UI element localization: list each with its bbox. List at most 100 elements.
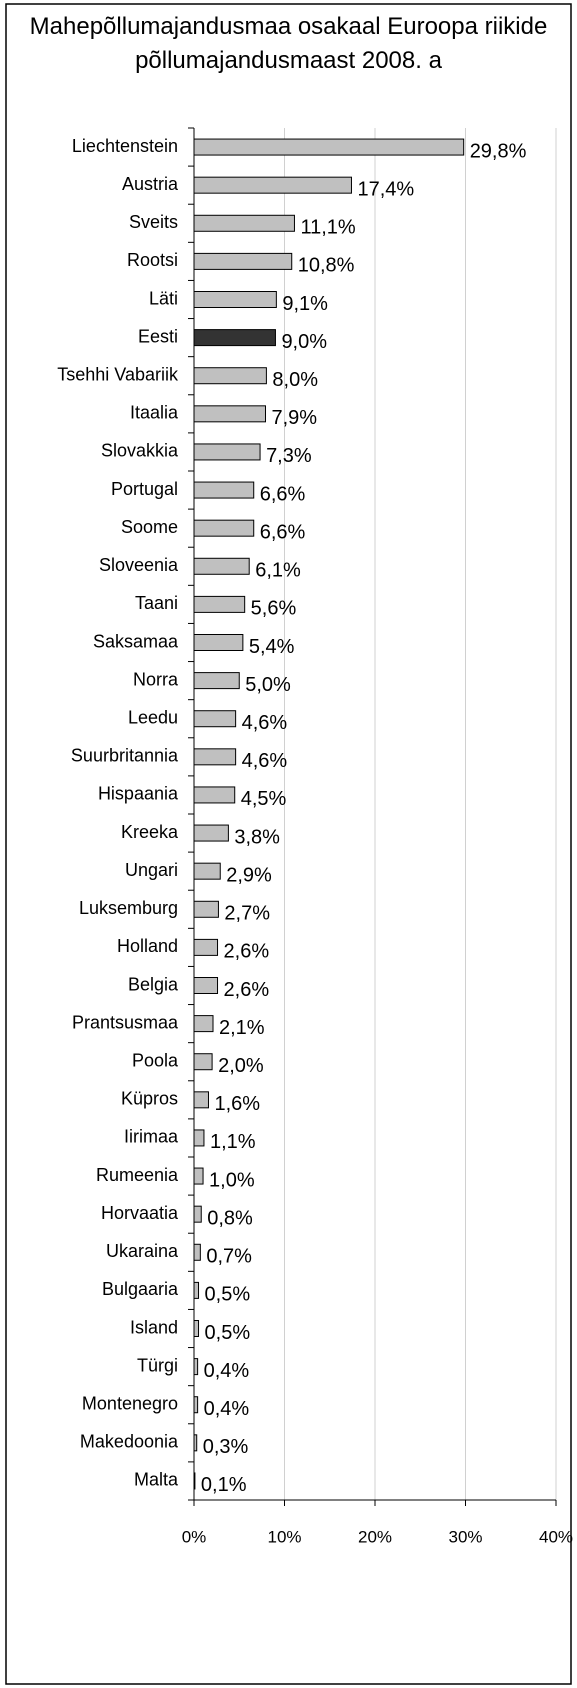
bar [193,1396,199,1414]
y-tick-label: Kreeka [121,822,179,842]
y-tick-label: Austria [122,174,179,194]
y-tick-label: Iirimaa [124,1127,179,1147]
bar [193,900,219,918]
value-label: 10,8% [298,255,355,277]
y-tick-label: Sveits [129,212,178,232]
bar [193,176,352,194]
bar [193,405,266,423]
y-tick-label: Suurbritannia [71,746,179,766]
y-tick-label: Liechtenstein [72,136,178,156]
y-tick-label: Island [130,1317,178,1337]
value-label: 0,1% [201,1474,247,1496]
bar [193,1358,199,1376]
title-box: Mahepõllumajandusmaa osakaal Euroopa rii… [29,13,548,74]
x-tick-label: 0% [182,1527,207,1546]
bar [193,1205,202,1223]
bar [193,710,237,728]
x-tick-label: 40% [539,1527,573,1546]
bar [193,291,277,308]
bar [193,252,293,270]
value-label: 6,1% [255,560,301,582]
value-label: 9,0% [281,331,327,353]
bar [193,1015,214,1033]
bar [193,938,219,956]
value-label: 8,0% [272,369,318,391]
value-label: 2,6% [224,941,270,963]
y-tick-label: Leedu [128,707,178,727]
value-label: 17,4% [357,178,414,200]
chart-frame [5,3,572,1685]
y-tick-label: Makedoonia [80,1432,179,1452]
bar [193,1091,209,1109]
bar [193,824,229,842]
value-label: 7,3% [266,445,312,467]
y-tick-label: Küpros [121,1089,178,1109]
value-label: 0,4% [204,1398,250,1420]
value-label: 1,0% [209,1169,255,1191]
y-tick-label: Taani [135,593,178,613]
y-tick-label: Ukaraina [106,1241,179,1261]
value-label: 2,9% [226,864,272,886]
bar [193,1167,204,1185]
bar [193,1243,201,1261]
bar [193,1129,205,1147]
y-tick-label: Norra [133,669,179,689]
y-tick-label: Portugal [111,479,178,499]
value-label: 0,5% [205,1322,251,1344]
y-tick-label: Läti [149,288,178,308]
bar [193,862,221,880]
bar [193,977,219,994]
y-tick-label: Saksamaa [93,631,179,651]
value-label: 1,1% [210,1131,256,1153]
bar [193,329,276,347]
value-label: 2,1% [219,1017,265,1039]
y-tick-label: Türgi [137,1355,178,1375]
y-tick-label: Slovakkia [101,441,179,461]
y-tick-label: Sloveenia [99,555,179,575]
y-tick-label: Tsehhi Vabariik [57,364,179,384]
value-label: 9,1% [282,293,328,315]
value-label: 2,6% [224,979,270,1001]
value-label: 1,6% [214,1093,260,1115]
y-tick-label: Itaalia [130,403,179,423]
y-tick-label: Prantsusmaa [72,1012,179,1032]
x-tick-label: 30% [448,1527,482,1546]
y-tick-label: Rumeenia [96,1165,179,1185]
bar [193,672,240,690]
bar [193,138,465,156]
x-tick-label: 10% [267,1527,301,1546]
y-tick-label: Horvaatia [101,1203,179,1223]
bar [193,748,237,766]
bar [193,481,255,499]
value-label: 29,8% [470,140,527,162]
bar [193,519,255,537]
bar [193,1434,198,1452]
bar [193,595,246,613]
y-tick-label: Luksemburg [79,898,178,918]
y-tick-label: Malta [134,1470,179,1490]
value-label: 6,6% [260,521,306,543]
value-label: 2,7% [224,903,270,925]
y-tick-label: Bulgaaria [102,1279,179,1299]
value-label: 4,6% [242,750,288,772]
y-tick-label: Montenegro [82,1393,178,1413]
chart-title: Mahepõllumajandusmaa osakaal Euroopa rii… [29,13,548,74]
y-tick-label: Poola [132,1050,179,1070]
bar [193,1281,200,1299]
bar [193,634,244,651]
y-tick-label: Belgia [128,974,179,994]
y-tick-label: Rootsi [127,250,178,270]
value-label: 5,4% [249,636,295,658]
value-label: 0,7% [206,1246,252,1268]
bar [193,1320,200,1337]
value-label: 0,8% [207,1207,253,1229]
bar [193,367,267,385]
y-tick-label: Eesti [138,326,178,346]
y-tick-label: Ungari [125,860,178,880]
value-label: 3,8% [234,826,280,848]
value-label: 11,1% [300,217,355,239]
value-label: 4,5% [241,788,287,810]
bar [193,214,295,232]
value-label: 5,0% [245,674,291,696]
